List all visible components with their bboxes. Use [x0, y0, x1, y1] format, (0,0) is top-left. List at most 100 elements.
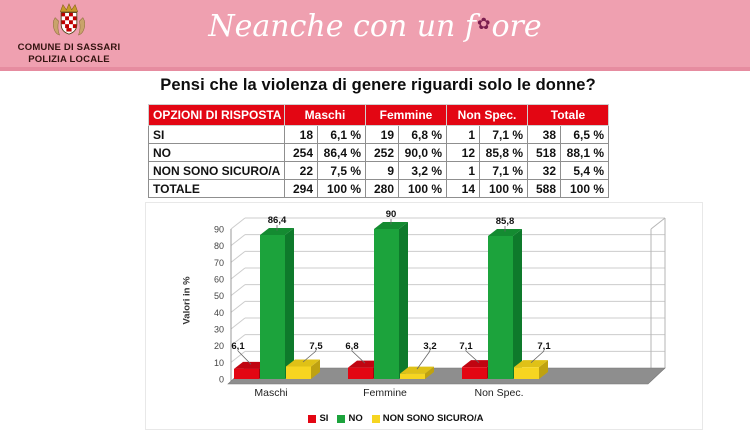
bar-chart: Valori in % 0 10 20 30 40 50 60 70 80 90 Maschi Fem…	[145, 202, 703, 430]
cell: 518	[527, 143, 561, 162]
table-corner-header: OPZIONI DI RISPOSTA	[148, 104, 285, 126]
bar-side-face	[285, 228, 294, 379]
cell: 88,1 %	[559, 143, 610, 162]
table-row: SI 18 6,1 % 19 6,8 % 1 7,1 % 38 6,5 %	[148, 125, 610, 144]
row-label: TOTALE	[148, 179, 285, 198]
cell: 19	[365, 125, 399, 144]
cell: 86,4 %	[317, 143, 366, 162]
bar-SI-Femmine	[348, 367, 373, 379]
cell: 100 %	[317, 179, 366, 198]
legend-item-no: NO	[337, 413, 363, 424]
cell: 3,2 %	[398, 161, 447, 180]
bar-side-face	[425, 366, 434, 379]
value-leader-line	[416, 350, 431, 370]
y-tick-label: 60	[214, 275, 224, 285]
bar-NON SONO SICURO/A-Maschi	[286, 366, 311, 379]
bar-NON SONO SICURO/A-Femmine	[400, 373, 425, 379]
cell: 9	[365, 161, 399, 180]
col-header-totale: Totale	[526, 104, 610, 126]
gridline	[230, 350, 246, 363]
legend-item-si: SI	[308, 413, 328, 424]
row-label: SI	[148, 125, 285, 144]
gridline	[230, 234, 246, 247]
cell: 1	[446, 161, 480, 180]
bar-value-label: 7,5	[309, 341, 323, 352]
col-header-femmine: Femmine	[365, 104, 447, 126]
value-leader-line	[237, 350, 252, 365]
cell: 38	[527, 125, 561, 144]
y-tick-label: 30	[214, 325, 224, 335]
y-tick-label: 70	[214, 258, 224, 268]
header-bar: COMUNE DI SASSARI POLIZIA LOCALE Neanche…	[0, 0, 750, 71]
gridline	[230, 250, 246, 263]
gridline	[230, 217, 246, 230]
bar-side-face	[399, 222, 408, 379]
row-label: NON SONO SICURO/A	[148, 161, 285, 180]
gridline	[230, 334, 246, 347]
y-tick-label: 20	[214, 341, 224, 351]
cell: 90,0 %	[398, 143, 447, 162]
bar-value-label: 6,8	[345, 341, 358, 352]
flower-icon: ✿	[477, 14, 491, 33]
bar-side-face	[311, 359, 320, 379]
cell: 7,1 %	[479, 161, 528, 180]
gridline	[230, 300, 246, 313]
org-line1: COMUNE DI SASSARI	[17, 42, 121, 53]
cell: 14	[446, 179, 480, 198]
org-line2: POLIZIA LOCALE	[28, 53, 110, 65]
cell: 100 %	[559, 179, 610, 198]
bar-NON SONO SICURO/A-Non Spec.	[514, 367, 539, 379]
cell: 32	[527, 161, 561, 180]
bar-NO-Femmine	[374, 229, 399, 379]
table-row: TOTALE 294 100 % 280 100 % 14 100 % 588 …	[148, 179, 610, 198]
cell: 254	[284, 143, 318, 162]
row-label: NO	[148, 143, 285, 162]
bar-top-face	[374, 222, 408, 229]
bar-side-face	[513, 229, 522, 379]
cell: 588	[527, 179, 561, 198]
x-category-label: Femmine	[363, 387, 407, 399]
cell: 22	[284, 161, 318, 180]
cell: 7,1 %	[479, 125, 528, 144]
cell: 5,4 %	[559, 161, 610, 180]
cell: 294	[284, 179, 318, 198]
comune-di-sassari-crest-icon	[52, 3, 86, 36]
bar-side-face	[539, 360, 548, 379]
bar-top-face	[514, 360, 548, 368]
bar-top-face	[348, 360, 382, 368]
value-leader-line	[530, 350, 545, 363]
cell: 85,8 %	[479, 143, 528, 162]
x-category-label: Non Spec.	[474, 387, 523, 399]
y-tick-label: 50	[214, 291, 224, 301]
value-leader-line	[465, 350, 480, 363]
x-category-label: Maschi	[254, 387, 287, 399]
cell: 1	[446, 125, 480, 144]
bar-value-label: 6,1	[231, 341, 245, 352]
bar-SI-Non Spec.	[462, 367, 487, 379]
bar-value-label: 85,8	[496, 216, 515, 227]
legend-swatch-icon	[308, 414, 317, 423]
axis-line	[650, 217, 666, 230]
value-leader-line	[351, 350, 366, 364]
y-tick-label: 90	[214, 225, 224, 235]
slide-title: Neanche con un f✿ore	[0, 9, 750, 44]
question-title: Pensi che la violenza di genere riguardi…	[160, 76, 596, 94]
value-leader-line	[302, 350, 317, 363]
y-tick-label: 0	[219, 375, 224, 385]
cell: 6,5 %	[559, 125, 610, 144]
cell: 18	[284, 125, 318, 144]
slide-title-text: Neanche con un f	[208, 9, 477, 44]
table-row: NO 254 86,4 % 252 90,0 % 12 85,8 % 518 8…	[148, 143, 610, 162]
gridline	[230, 284, 246, 297]
gridline	[230, 267, 246, 280]
bar-top-face	[488, 229, 522, 236]
y-tick-label: 80	[214, 241, 224, 251]
legend-swatch-icon	[337, 414, 346, 423]
cell: 6,1 %	[317, 125, 366, 144]
legend-label: SI	[319, 413, 329, 424]
y-tick-label: 10	[214, 358, 224, 368]
cell: 7,5 %	[317, 161, 366, 180]
org-identity: COMUNE DI SASSARI POLIZIA LOCALE	[6, 2, 132, 66]
col-header-maschi: Maschi	[284, 104, 366, 126]
